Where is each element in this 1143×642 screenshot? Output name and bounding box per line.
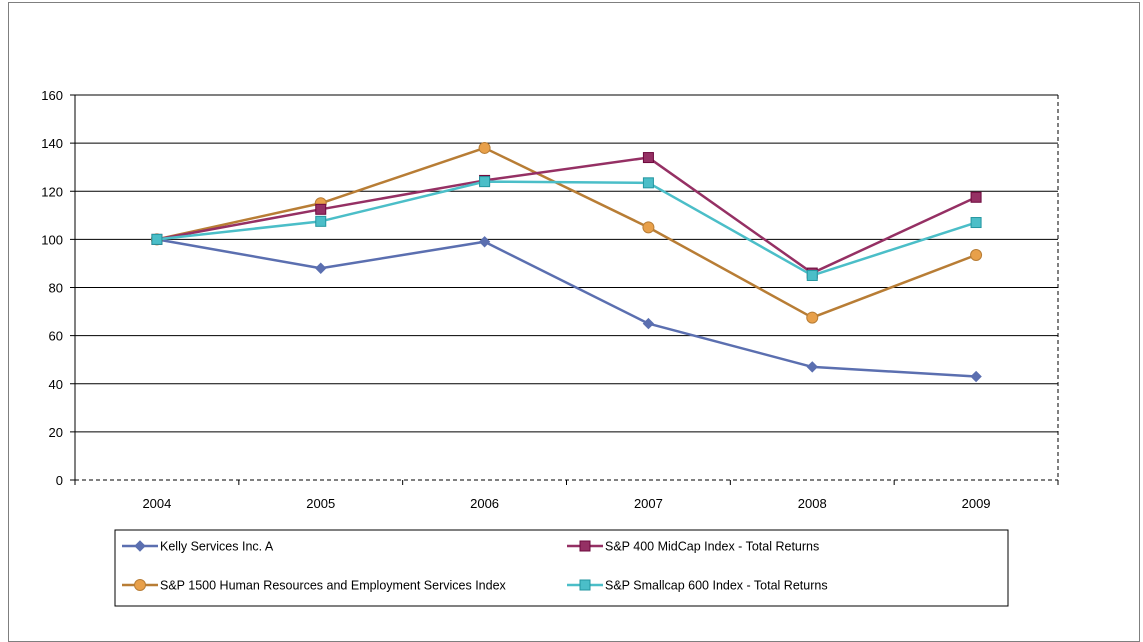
data-point — [970, 249, 983, 262]
data-point — [479, 176, 491, 188]
legend-swatch-marker — [134, 579, 146, 591]
legend-box — [114, 529, 1009, 607]
x-tick-label: 2006 — [470, 496, 499, 511]
series-0 — [151, 233, 982, 383]
series-3 — [151, 176, 982, 281]
legend-item: S&P 400 MidCap Index - Total Returns — [567, 540, 819, 554]
x-tick-label: 2008 — [798, 496, 827, 511]
y-tick-label: 0 — [56, 473, 63, 488]
data-point — [478, 141, 491, 154]
x-tick-label: 2007 — [634, 496, 663, 511]
data-point — [478, 236, 491, 248]
series-line — [156, 238, 977, 378]
x-tick-label: 2005 — [306, 496, 335, 511]
data-point — [642, 221, 655, 234]
series-line — [156, 180, 977, 277]
legend: Kelly Services Inc. A S&P 400 MidCap Inde… — [114, 529, 1009, 607]
data-point — [642, 152, 654, 164]
data-point — [806, 269, 818, 281]
legend-swatch-marker — [134, 540, 146, 552]
legend-label: S&P 1500 Human Resources and Employment … — [160, 579, 507, 593]
data-point — [970, 370, 982, 383]
legend-item: S&P Smallcap 600 Index - Total Returns — [567, 579, 828, 593]
y-tick-label: 120 — [41, 184, 63, 199]
x-tick-label: 2004 — [142, 496, 171, 511]
legend-label: S&P 400 MidCap Index - Total Returns — [605, 540, 819, 554]
data-point — [642, 317, 655, 330]
legend-swatch-marker — [579, 540, 591, 552]
y-tick-label: 60 — [49, 329, 63, 344]
data-point — [970, 191, 982, 203]
legend-label: Kelly Services Inc. A — [160, 540, 274, 554]
legend-label: S&P Smallcap 600 Index - Total Returns — [605, 579, 828, 593]
legend-swatch-marker — [579, 579, 591, 591]
y-tick-label: 40 — [49, 377, 63, 392]
y-tick-label: 80 — [49, 281, 63, 296]
y-tick-label: 140 — [41, 136, 63, 151]
data-point — [315, 215, 327, 227]
data-point — [806, 361, 818, 373]
axes: 0 20 40 60 80 100 120 140 160 2004 2005 2006 2007 200… — [41, 88, 1059, 511]
data-point — [970, 217, 982, 229]
y-tick-label: 100 — [41, 232, 63, 247]
data-point — [315, 262, 327, 274]
data-point — [151, 233, 163, 245]
series-line — [156, 156, 977, 275]
x-tick-label: 2009 — [962, 496, 991, 511]
data-point — [315, 203, 327, 215]
series-lines — [150, 141, 983, 383]
y-tick-label: 20 — [49, 425, 63, 440]
data-point — [642, 177, 654, 189]
gridlines — [75, 94, 1058, 433]
y-tick-label: 160 — [41, 88, 63, 103]
data-point — [806, 311, 819, 324]
legend-item: S&P 1500 Human Resources and Employment … — [122, 579, 507, 593]
series-line — [156, 146, 977, 319]
line-chart: 0 20 40 60 80 100 120 140 160 2004 2005 2006 2007 200… — [41, 88, 1059, 607]
legend-item: Kelly Services Inc. A — [122, 540, 274, 554]
